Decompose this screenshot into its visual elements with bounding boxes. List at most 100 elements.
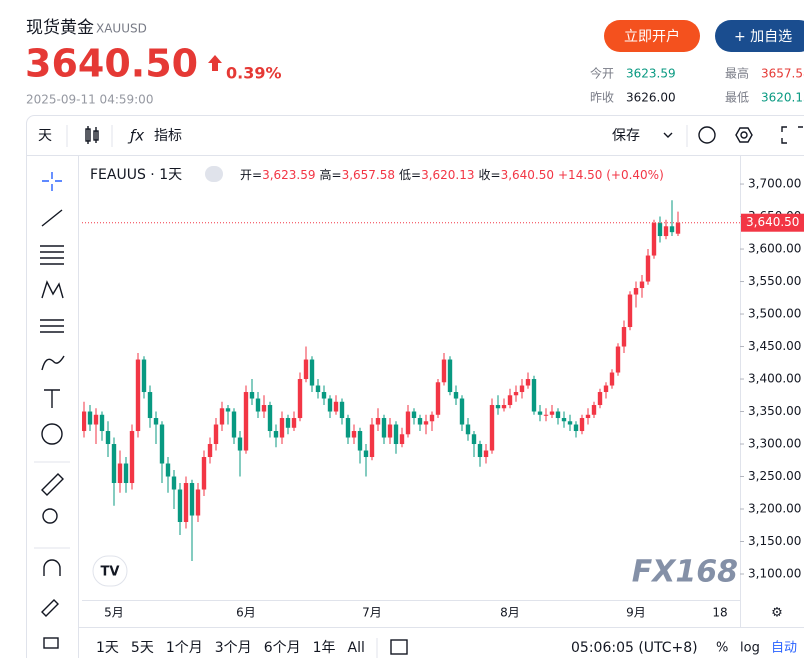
candle-body <box>273 431 279 438</box>
candle-body <box>261 405 267 412</box>
candle-body <box>153 418 159 425</box>
candle-body <box>675 222 681 234</box>
clock: 05:06:05 (UTC+8) <box>571 640 698 656</box>
open-account-button[interactable] <box>604 20 700 52</box>
candle-body <box>495 405 501 409</box>
percent-toggle[interactable]: % <box>716 641 728 656</box>
candle-body <box>657 223 663 237</box>
pattern-tool[interactable] <box>41 280 64 299</box>
candle-body <box>597 392 603 406</box>
y-tick-label: 3,100.00 <box>748 567 801 581</box>
projection-tool[interactable] <box>40 319 64 333</box>
y-tick-label: 3,700.00 <box>748 177 801 191</box>
range-button[interactable]: All <box>348 640 365 656</box>
candle-body <box>321 392 327 399</box>
candle-body <box>459 398 465 425</box>
x-tick-label: 7月 <box>362 606 382 620</box>
candle-body <box>231 411 237 438</box>
fib-tool[interactable] <box>40 245 64 265</box>
candle-body <box>237 437 243 451</box>
date-range-icon[interactable] <box>390 639 408 655</box>
lock-tool[interactable] <box>43 637 59 649</box>
candle-body <box>243 392 249 451</box>
candle-body <box>507 395 513 406</box>
indicator-icon[interactable]: ƒx <box>127 127 144 145</box>
candle-body <box>627 294 633 328</box>
candle-body <box>87 411 93 425</box>
range-button[interactable]: 1个月 <box>166 640 203 656</box>
lock-draw-tool[interactable] <box>41 599 59 617</box>
candle-body <box>573 424 579 432</box>
candle-type-icon[interactable] <box>85 126 99 144</box>
candle-body <box>351 431 357 438</box>
candle-body <box>645 255 651 282</box>
indicator-button[interactable]: 指标 <box>154 128 182 144</box>
up-arrow <box>208 55 222 71</box>
alert-icon[interactable] <box>698 126 716 144</box>
candle-body <box>375 418 381 425</box>
candle-body <box>447 359 453 393</box>
legend-item: 低= <box>399 168 421 182</box>
x-tick-label: 9月 <box>626 606 646 620</box>
candle-body <box>369 424 375 458</box>
range-button[interactable]: 1年 <box>313 640 336 656</box>
candle-body <box>105 431 111 445</box>
range-button[interactable]: 6个月 <box>264 640 301 656</box>
open-account-label[interactable]: 立即开户 <box>624 28 680 45</box>
candle-body <box>441 359 447 383</box>
settings-icon[interactable] <box>735 127 753 143</box>
candle-body <box>405 411 411 435</box>
timestamp: 2025-09-11 04:59:00 <box>26 93 153 107</box>
x-tick-label: 8月 <box>500 606 520 620</box>
candle-body <box>177 489 183 523</box>
candle-body <box>135 359 141 432</box>
stat-value: 3657.58 <box>761 67 804 81</box>
text-tool[interactable] <box>44 389 60 408</box>
y-tick-label: 3,500.00 <box>748 307 801 321</box>
candle-body <box>609 372 615 386</box>
ruler-tool[interactable] <box>41 473 64 496</box>
stat-label: 昨收 <box>590 91 614 105</box>
candle-body <box>249 392 255 399</box>
fullscreen-icon[interactable] <box>781 126 803 144</box>
candle-body <box>423 421 429 425</box>
zoom-tool[interactable] <box>42 508 58 524</box>
range-buttons: 1天 5天 1个月 3个月 6个月 1年 All <box>96 640 365 656</box>
legend-ohlc: 开=3,623.59 高=3,657.58 低=3,620.13 收=3,640.50… <box>240 167 664 182</box>
candle-body <box>219 408 225 425</box>
candle-body <box>543 414 549 416</box>
watch-label[interactable]: + 加自选 <box>734 29 792 45</box>
y-tick-label: 3,450.00 <box>748 339 801 353</box>
candle-body <box>501 405 507 409</box>
range-button[interactable]: 5天 <box>131 640 154 656</box>
candle-body <box>99 414 105 432</box>
candle-body <box>303 359 309 380</box>
candle-body <box>579 418 585 432</box>
range-button[interactable]: 1天 <box>96 640 119 656</box>
candle-body <box>267 405 273 432</box>
candle-body <box>315 385 321 393</box>
legend-collapse[interactable] <box>205 166 223 182</box>
candle-body <box>639 281 645 289</box>
range-button[interactable]: 3个月 <box>215 640 252 656</box>
candle-body <box>327 398 333 412</box>
axis-settings-icon[interactable]: ⚙ <box>771 606 783 621</box>
candle-body <box>531 379 537 412</box>
stat-label: 最低 <box>725 91 749 105</box>
crosshair-tool[interactable] <box>42 172 62 191</box>
trendline-tool[interactable] <box>41 209 63 227</box>
candle-body <box>309 359 315 386</box>
plot <box>82 200 681 562</box>
brush-tool[interactable] <box>41 355 65 371</box>
drawing-tools <box>40 172 65 649</box>
interval-button[interactable]: 天 <box>38 128 52 144</box>
candle-body <box>561 418 567 422</box>
emoji-tool[interactable] <box>41 423 63 445</box>
save-button[interactable]: 保存 <box>612 128 640 144</box>
auto-toggle[interactable]: 自动 <box>771 641 797 656</box>
watch-button[interactable] <box>715 20 804 52</box>
dropdown-icon[interactable] <box>663 132 673 138</box>
log-toggle[interactable]: log <box>740 641 760 656</box>
magnet-tool[interactable] <box>43 559 61 576</box>
